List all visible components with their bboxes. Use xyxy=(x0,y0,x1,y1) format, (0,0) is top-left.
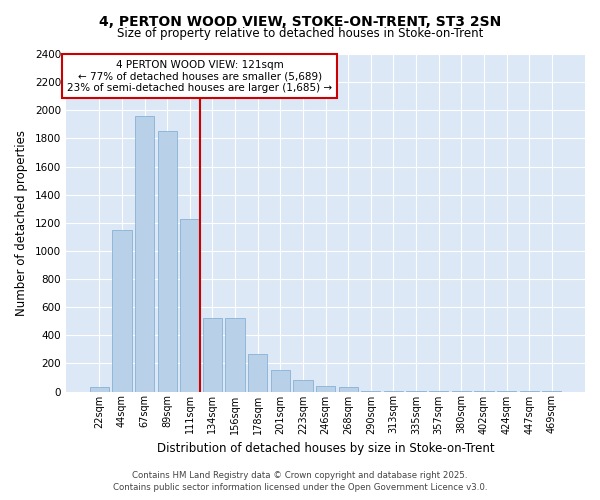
Text: Contains HM Land Registry data © Crown copyright and database right 2025.
Contai: Contains HM Land Registry data © Crown c… xyxy=(113,471,487,492)
Bar xyxy=(316,386,335,392)
Text: Size of property relative to detached houses in Stoke-on-Trent: Size of property relative to detached ho… xyxy=(117,28,483,40)
Bar xyxy=(293,380,313,392)
Bar xyxy=(89,388,109,392)
Bar xyxy=(361,391,380,392)
Bar xyxy=(158,132,177,392)
Bar xyxy=(226,318,245,392)
Bar xyxy=(384,391,403,392)
Bar xyxy=(180,218,199,392)
Bar xyxy=(248,354,267,392)
Text: 4, PERTON WOOD VIEW, STOKE-ON-TRENT, ST3 2SN: 4, PERTON WOOD VIEW, STOKE-ON-TRENT, ST3… xyxy=(99,15,501,29)
Text: 4 PERTON WOOD VIEW: 121sqm
← 77% of detached houses are smaller (5,689)
23% of s: 4 PERTON WOOD VIEW: 121sqm ← 77% of deta… xyxy=(67,60,332,93)
Bar xyxy=(271,370,290,392)
X-axis label: Distribution of detached houses by size in Stoke-on-Trent: Distribution of detached houses by size … xyxy=(157,442,494,455)
Bar xyxy=(135,116,154,392)
Y-axis label: Number of detached properties: Number of detached properties xyxy=(15,130,28,316)
Bar xyxy=(203,318,222,392)
Bar xyxy=(338,386,358,392)
Bar xyxy=(112,230,131,392)
